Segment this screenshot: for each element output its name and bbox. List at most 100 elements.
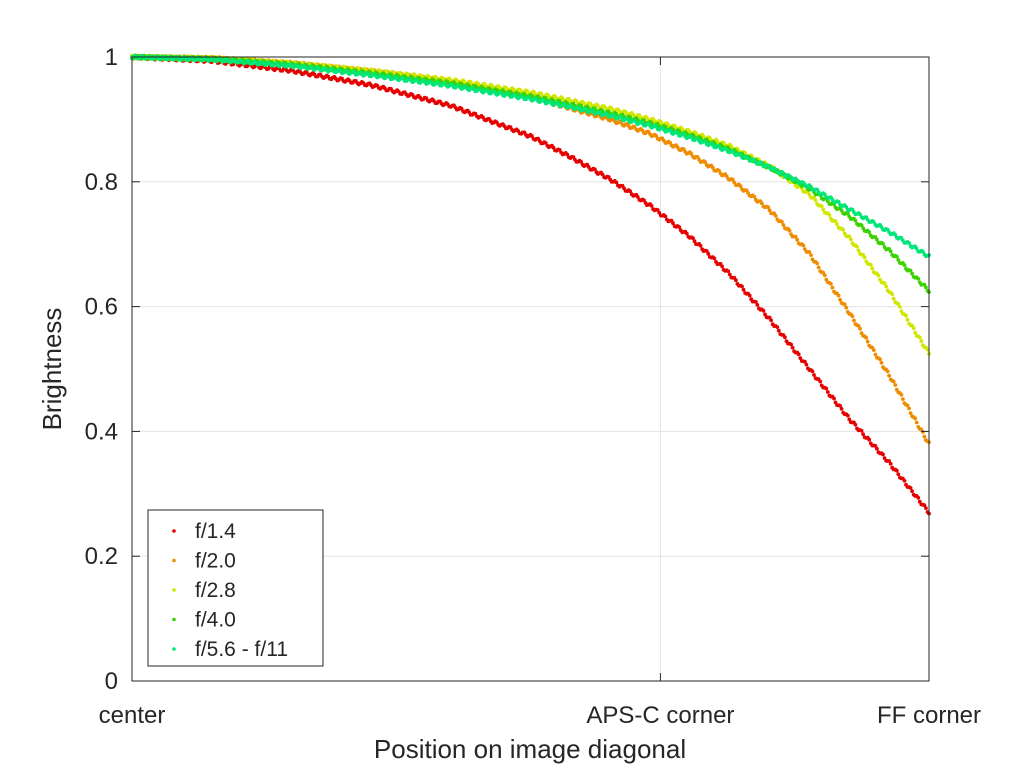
- legend-marker: [172, 647, 176, 651]
- data-point: [720, 264, 724, 269]
- data-point: [803, 359, 807, 364]
- y-tick-label: 0.4: [85, 418, 118, 445]
- legend-box: [147, 509, 324, 667]
- data-point: [916, 495, 921, 500]
- data-point: [861, 226, 865, 231]
- data-point: [593, 167, 597, 172]
- data-point: [901, 397, 905, 401]
- data-point: [822, 273, 827, 278]
- data-point: [738, 184, 743, 189]
- data-point: [812, 373, 816, 377]
- data-point: [755, 303, 760, 307]
- data-point: [776, 328, 781, 333]
- data-point: [844, 205, 849, 209]
- data-point: [790, 345, 795, 350]
- data-point: [896, 258, 901, 262]
- data-point: [884, 284, 888, 289]
- data-point: [726, 269, 731, 274]
- y-tick-label: 0.2: [85, 543, 118, 570]
- data-point: [850, 314, 855, 319]
- data-point: [813, 198, 818, 203]
- data-point: [914, 246, 919, 251]
- data-point: [893, 232, 898, 237]
- data-point: [904, 313, 908, 318]
- data-point: [635, 195, 640, 199]
- data-point: [579, 159, 583, 164]
- data-point: [747, 293, 752, 298]
- data-point: [807, 250, 812, 254]
- data-point: [730, 177, 735, 182]
- data-point: [896, 472, 901, 477]
- data-point: [855, 244, 859, 249]
- data-point: [769, 318, 773, 323]
- data-point: [600, 172, 605, 177]
- data-point: [910, 489, 914, 494]
- data-point: [727, 272, 732, 277]
- data-point: [917, 335, 922, 340]
- legend-marker: [172, 558, 176, 563]
- data-point: [829, 282, 833, 286]
- data-point: [773, 167, 778, 172]
- data-point: [878, 357, 882, 362]
- data-point: [882, 281, 887, 286]
- data-point: [810, 369, 815, 374]
- data-point: [887, 373, 891, 378]
- data-point: [853, 422, 858, 427]
- data-point: [879, 360, 884, 365]
- data-point: [871, 348, 876, 352]
- data-point: [816, 265, 821, 270]
- data-point: [921, 430, 925, 434]
- data-point: [907, 241, 911, 246]
- data-point: [835, 222, 839, 227]
- data-point: [773, 213, 778, 218]
- data-point: [864, 335, 869, 340]
- data-point: [858, 326, 862, 331]
- data-point: [911, 326, 916, 331]
- data-point: [649, 204, 654, 208]
- data-point: [763, 312, 767, 317]
- data-point: [871, 220, 876, 224]
- plot-frame: [131, 56, 930, 682]
- data-point: [842, 302, 847, 307]
- legend-label: f/4.0: [195, 609, 236, 632]
- data-point: [671, 221, 675, 226]
- data-point: [734, 278, 738, 283]
- data-point: [868, 263, 873, 267]
- data-point: [875, 237, 879, 242]
- data-point: [894, 254, 899, 259]
- data-point: [862, 255, 867, 260]
- data-point: [908, 486, 913, 490]
- x-tick-label: FF corner: [877, 702, 981, 729]
- data-point: [887, 459, 891, 463]
- data-point: [893, 383, 898, 387]
- data-point: [815, 261, 819, 266]
- data-point: [677, 225, 682, 229]
- data-point: [827, 213, 832, 217]
- data-point: [761, 308, 766, 313]
- data-point: [787, 228, 792, 233]
- data-point: [655, 208, 660, 212]
- data-point: [724, 174, 729, 179]
- data-point: [833, 219, 838, 224]
- data-point: [706, 251, 711, 256]
- data-point: [844, 305, 849, 310]
- data-point: [663, 214, 668, 219]
- data-point: [867, 437, 872, 442]
- data-point: [916, 276, 921, 281]
- legend: f/1.4 f/2.0 f/2.8 f/4.0 f/5.6 - f/11: [147, 509, 324, 667]
- data-point: [819, 204, 824, 209]
- data-point: [614, 180, 619, 185]
- data-point: [888, 461, 893, 466]
- data-point: [767, 208, 772, 213]
- data-point: [746, 191, 750, 195]
- legend-marker: [172, 588, 176, 592]
- y-tick-label: 0.6: [85, 294, 118, 321]
- data-point: [668, 140, 672, 145]
- data-point: [858, 212, 862, 217]
- data-point: [878, 277, 882, 282]
- data-point: [848, 237, 853, 242]
- data-point: [807, 192, 812, 197]
- data-point: [787, 174, 792, 178]
- data-point: [865, 339, 870, 344]
- data-point: [543, 141, 548, 145]
